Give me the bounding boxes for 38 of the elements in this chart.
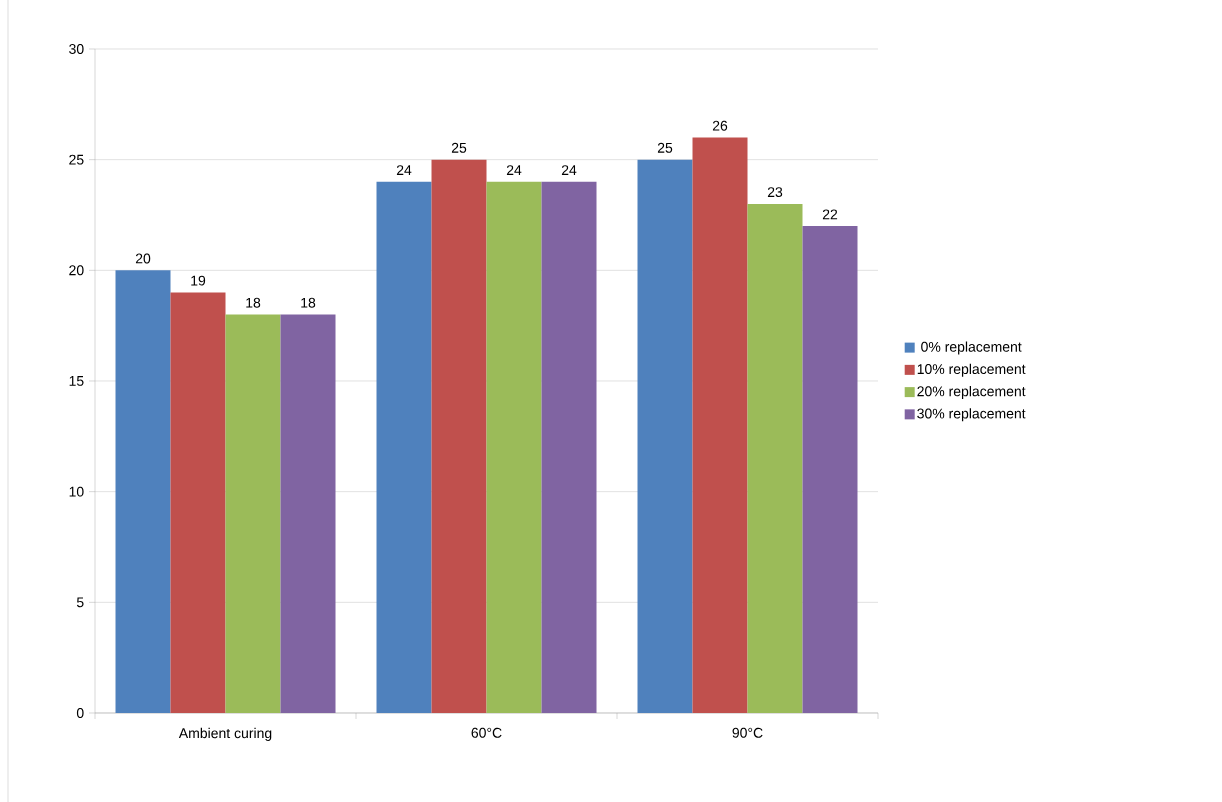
- bar: [486, 181, 542, 713]
- bar: [747, 203, 803, 713]
- y-tick-label: 0: [76, 708, 84, 718]
- bar: [802, 226, 858, 713]
- x-tick-label: Ambient curing: [178, 727, 272, 741]
- y-tick-label: 25: [69, 154, 84, 165]
- x-tick-label: 90°C: [732, 727, 763, 738]
- y-tick-label: 20: [69, 265, 84, 276]
- data-label: 24: [561, 165, 577, 175]
- data-label: 25: [657, 142, 673, 153]
- data-label: 24: [396, 165, 412, 175]
- bar: [376, 181, 432, 713]
- data-label: 26: [712, 120, 728, 131]
- y-tick-label: 15: [69, 376, 84, 386]
- data-label: 24: [506, 165, 522, 175]
- legend-label: 20% replacement: [917, 385, 1026, 400]
- data-label: 18: [301, 297, 316, 308]
- bar: [692, 137, 748, 713]
- legend-label: 0% replacement: [921, 341, 1022, 355]
- data-label: 19: [191, 275, 206, 286]
- legend-label: 10% replacement: [917, 363, 1026, 377]
- y-tick-label: 5: [76, 597, 84, 608]
- y-tick-label: 30: [69, 44, 84, 54]
- bar: [431, 159, 487, 713]
- legend-label: 30% replacement: [917, 408, 1026, 422]
- data-label: 23: [767, 187, 783, 198]
- bar: [225, 314, 281, 713]
- data-label: 18: [246, 297, 261, 308]
- data-label: 22: [822, 209, 838, 220]
- data-label: 20: [135, 253, 151, 264]
- data-label: 25: [451, 142, 467, 153]
- y-tick-label: 10: [69, 486, 84, 497]
- x-tick-label: 60°C: [471, 727, 502, 738]
- bar: [637, 159, 693, 713]
- bar: [280, 314, 336, 713]
- bar: [170, 292, 226, 713]
- bar: [541, 181, 597, 713]
- bar: [115, 270, 171, 713]
